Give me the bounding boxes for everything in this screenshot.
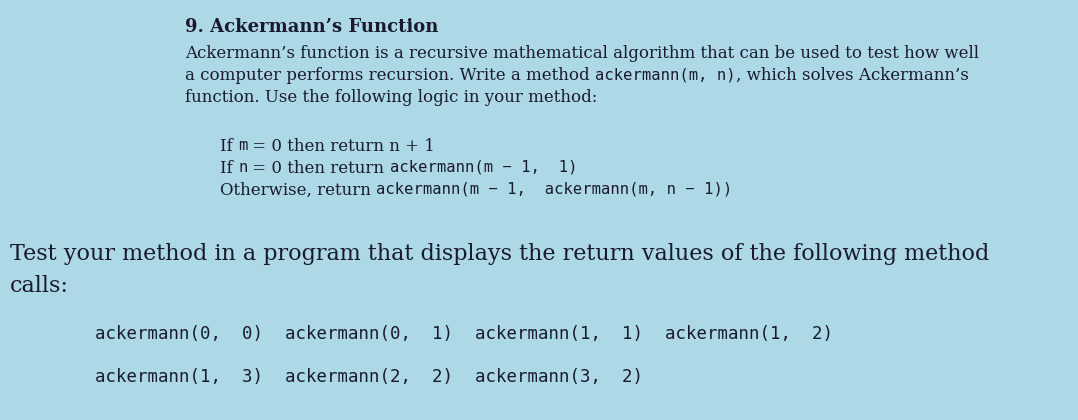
- Text: ackermann(m − 1,  ackermann(m, n − 1)): ackermann(m − 1, ackermann(m, n − 1)): [376, 182, 732, 197]
- Text: ackermann(2,  2): ackermann(2, 2): [285, 368, 453, 386]
- Text: 9. Ackermann’s Function: 9. Ackermann’s Function: [185, 18, 439, 36]
- Text: ackermann(3,  2): ackermann(3, 2): [475, 368, 642, 386]
- Text: function. Use the following logic in your method:: function. Use the following logic in you…: [185, 89, 597, 106]
- Text: ackermann(m, n): ackermann(m, n): [595, 67, 735, 82]
- Text: If: If: [220, 160, 238, 177]
- Text: ackermann(1,  3): ackermann(1, 3): [95, 368, 263, 386]
- Text: Otherwise, return: Otherwise, return: [220, 182, 376, 199]
- Text: ackermann(1,  2): ackermann(1, 2): [665, 325, 833, 343]
- Text: , which solves Ackermann’s: , which solves Ackermann’s: [735, 67, 968, 84]
- Text: Test your method in a program that displays the return values of the following m: Test your method in a program that displ…: [10, 243, 990, 265]
- Text: = 0 then return n + 1: = 0 then return n + 1: [247, 138, 436, 155]
- Text: ackermann(m − 1,  1): ackermann(m − 1, 1): [389, 160, 577, 175]
- Text: = 0 then return: = 0 then return: [247, 160, 389, 177]
- Text: If: If: [220, 138, 238, 155]
- Text: a computer performs recursion. Write a method: a computer performs recursion. Write a m…: [185, 67, 595, 84]
- Text: ackermann(1,  1): ackermann(1, 1): [475, 325, 642, 343]
- Text: n: n: [238, 160, 247, 175]
- Text: Ackermann’s function is a recursive mathematical algorithm that can be used to t: Ackermann’s function is a recursive math…: [185, 45, 979, 62]
- Text: m: m: [238, 138, 247, 153]
- Text: calls:: calls:: [10, 275, 69, 297]
- Text: ackermann(0,  0): ackermann(0, 0): [95, 325, 263, 343]
- Text: ackermann(0,  1): ackermann(0, 1): [285, 325, 453, 343]
